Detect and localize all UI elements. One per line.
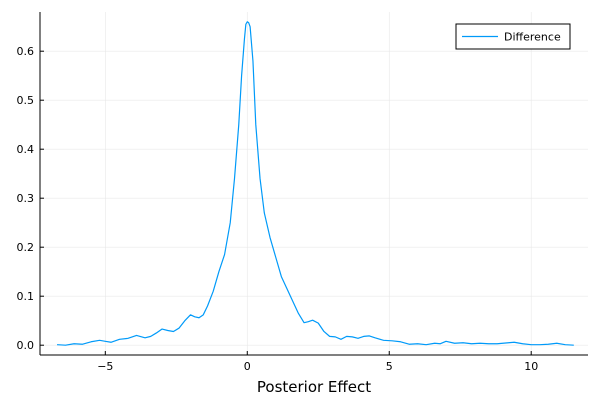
x-tick-label: −5	[97, 360, 113, 373]
x-ticks: −5 0 5 10	[97, 351, 538, 373]
y-tick-label: 0.5	[17, 94, 35, 107]
legend-label-difference: Difference	[504, 31, 561, 44]
x-tick-label: 0	[244, 360, 251, 373]
series-layer	[57, 21, 574, 346]
x-tick-label: 5	[386, 360, 393, 373]
y-tick-label: 0.6	[17, 45, 35, 58]
x-axis-title: Posterior Effect	[257, 378, 371, 396]
series-line-difference	[57, 21, 574, 346]
y-ticks: 0.0 0.1 0.2 0.3 0.4 0.5 0.6	[17, 45, 44, 352]
y-tick-label: 0.2	[17, 241, 35, 254]
x-tick-label: 10	[524, 360, 538, 373]
y-tick-label: 0.0	[17, 339, 35, 352]
grid	[40, 12, 588, 355]
y-tick-label: 0.3	[17, 192, 35, 205]
y-tick-label: 0.1	[17, 290, 35, 303]
legend: Difference	[455, 23, 571, 50]
axes	[39, 12, 588, 356]
y-tick-label: 0.4	[17, 143, 35, 156]
